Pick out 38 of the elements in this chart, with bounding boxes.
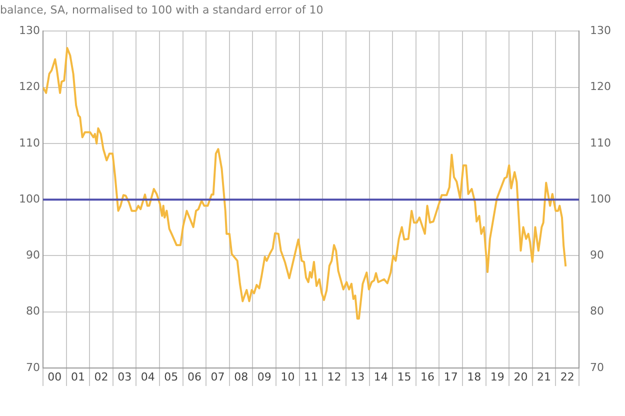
y2-tick-label: 70 xyxy=(590,360,604,374)
x-tick-label: 17 xyxy=(444,370,458,384)
y2-tick-label: 90 xyxy=(590,248,604,262)
x-tick-label: 16 xyxy=(420,370,435,384)
y2-tick-label: 110 xyxy=(590,136,611,150)
x-tick-label: 11 xyxy=(304,370,318,384)
y-tick-label: 90 xyxy=(26,248,40,262)
y2-tick-label: 120 xyxy=(590,80,611,94)
y-tick-label: 100 xyxy=(19,192,40,206)
x-tick-label: 08 xyxy=(234,370,248,384)
y-tick-label: 70 xyxy=(26,360,40,374)
x-tick-label: 21 xyxy=(537,370,552,384)
y-tick-label: 110 xyxy=(19,136,40,150)
x-tick-label: 06 xyxy=(187,370,202,384)
y-tick-label: 120 xyxy=(19,80,40,94)
y2-tick-label: 80 xyxy=(590,304,604,318)
x-tick-label: 04 xyxy=(140,370,155,384)
x-tick-label: 00 xyxy=(48,370,62,384)
x-tick-label: 07 xyxy=(210,370,225,384)
x-tick-label: 19 xyxy=(490,370,504,384)
x-tick-label: 03 xyxy=(118,370,132,384)
x-tick-label: 22 xyxy=(560,370,574,384)
y2-tick-label: 130 xyxy=(590,24,611,38)
chart-title: balance, SA, normalised to 100 with a standard error of 10 xyxy=(0,3,324,16)
y-tick-label: 130 xyxy=(19,24,40,38)
x-tick-label: 15 xyxy=(397,370,412,384)
x-tick-label: 13 xyxy=(350,370,365,384)
x-tick-label: 10 xyxy=(280,370,295,384)
x-tick-label: 02 xyxy=(94,370,108,384)
x-tick-label: 05 xyxy=(164,370,178,384)
x-tick-label: 01 xyxy=(70,370,85,384)
y-tick-label: 80 xyxy=(26,304,40,318)
x-tick-label: 20 xyxy=(514,370,528,384)
y2-tick-label: 100 xyxy=(590,192,611,206)
x-tick-label: 09 xyxy=(257,370,272,384)
x-tick-label: 12 xyxy=(327,370,342,384)
x-tick-label: 18 xyxy=(467,370,482,384)
x-tick-label: 14 xyxy=(374,370,388,384)
